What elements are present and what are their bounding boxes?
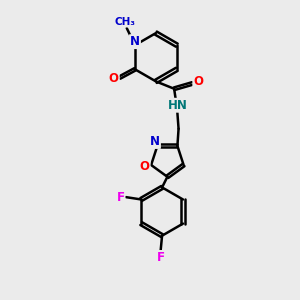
Text: N: N bbox=[130, 35, 140, 48]
Text: CH₃: CH₃ bbox=[115, 16, 136, 27]
Text: O: O bbox=[193, 76, 203, 88]
Text: O: O bbox=[109, 72, 119, 85]
Text: HN: HN bbox=[168, 99, 188, 112]
Text: F: F bbox=[117, 190, 124, 204]
Text: N: N bbox=[150, 135, 160, 148]
Text: O: O bbox=[140, 160, 150, 173]
Text: F: F bbox=[157, 251, 165, 264]
